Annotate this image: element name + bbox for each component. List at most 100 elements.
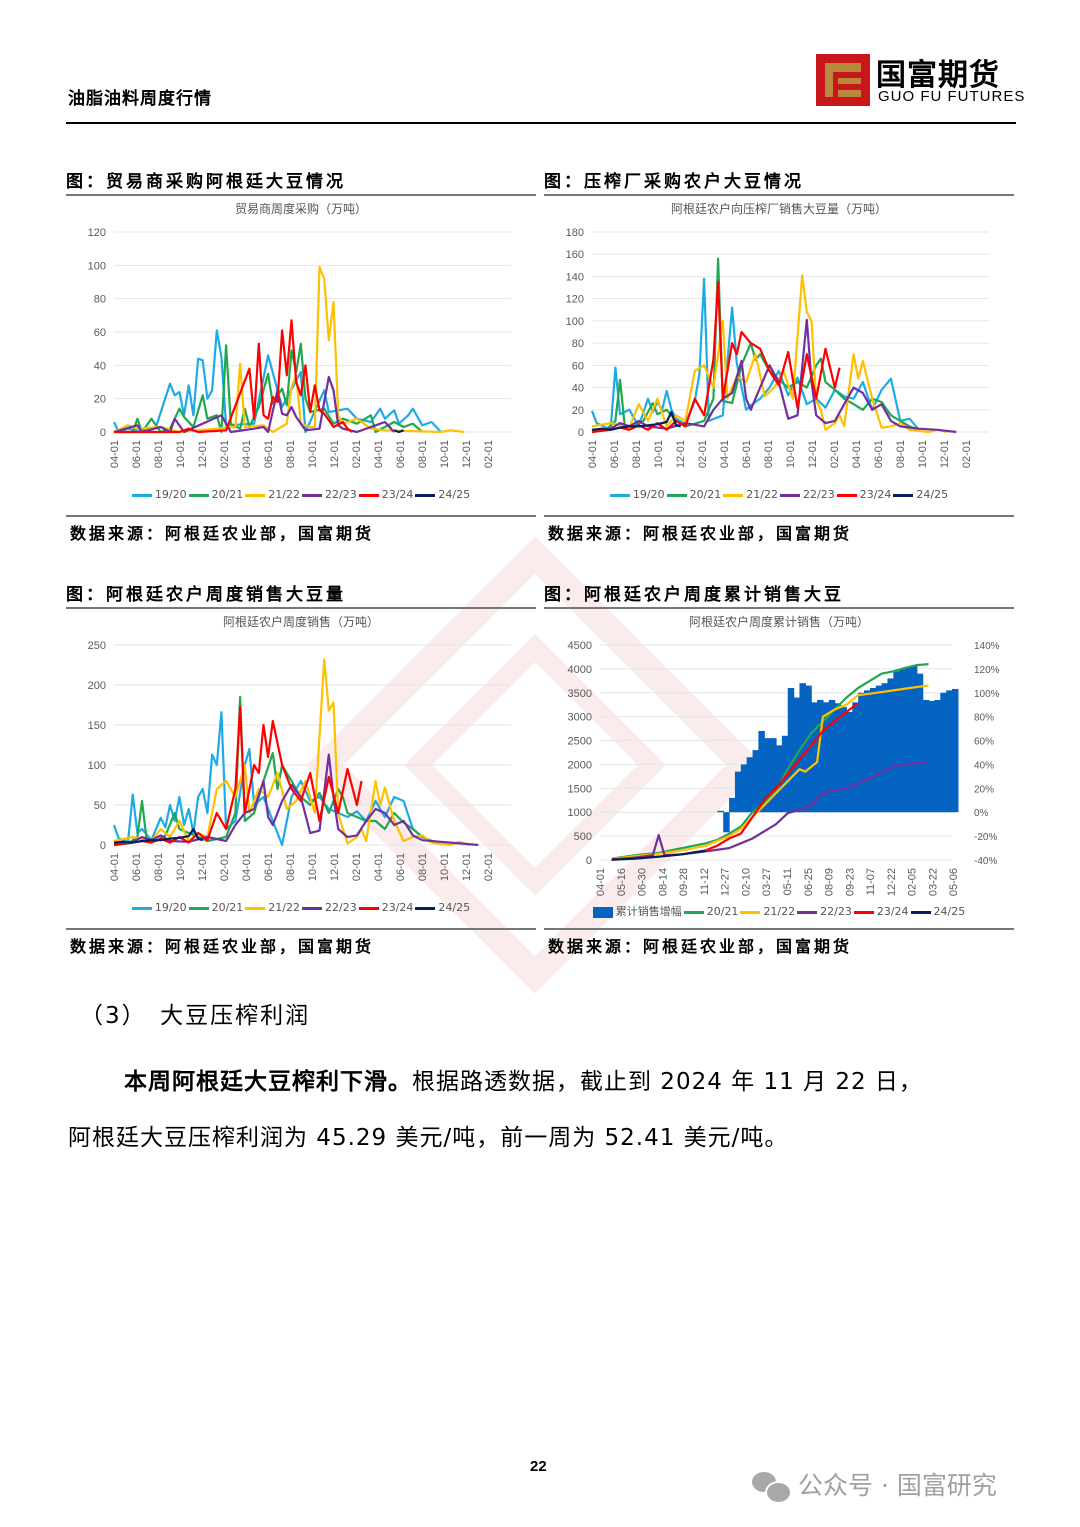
svg-text:1000: 1000 xyxy=(568,807,592,819)
svg-text:10-01: 10-01 xyxy=(175,440,187,468)
chart-title: 阿根廷农户周度累计销售（万吨） xyxy=(688,615,869,629)
svg-text:04-01: 04-01 xyxy=(109,853,121,881)
legend-swatch-icon xyxy=(245,493,266,497)
svg-text:-40%: -40% xyxy=(974,856,997,867)
legend-swatch-icon xyxy=(415,493,436,497)
legend-item: 20/21 xyxy=(666,488,721,501)
logo-english-name: GUO FU FUTURES xyxy=(878,88,1026,105)
chart-plot: 0 50 100 150 200 250 04-01 06-01 08-01 10-01 12-01… xyxy=(88,640,511,881)
svg-text:08-01: 08-01 xyxy=(417,853,429,881)
legend-swatch-icon xyxy=(910,910,931,914)
legend-label: 23/24 xyxy=(381,488,414,501)
legend-swatch-icon xyxy=(797,910,818,914)
legend-label: 24/25 xyxy=(438,488,471,501)
svg-text:200: 200 xyxy=(88,680,106,692)
svg-text:08-09: 08-09 xyxy=(824,868,836,896)
svg-text:180: 180 xyxy=(566,227,584,239)
series-line-23-24 xyxy=(591,280,841,434)
legend-label: 23/24 xyxy=(859,488,892,501)
chart-plot: 0 20 40 60 80 100 120 140 160 180 04-01 06-01 08-01 1… xyxy=(566,227,989,468)
series-line-19-20 xyxy=(112,711,442,847)
svg-text:06-30: 06-30 xyxy=(637,868,649,896)
legend-label: 22/23 xyxy=(325,901,357,914)
svg-text:12-01: 12-01 xyxy=(461,440,473,468)
svg-text:140%: 140% xyxy=(974,641,1000,652)
legend-label: 22/23 xyxy=(803,488,835,501)
legend-label: 24/25 xyxy=(933,905,966,918)
legend-item: 24/25 xyxy=(910,905,966,918)
svg-text:02-01: 02-01 xyxy=(219,853,231,881)
svg-text:02-01: 02-01 xyxy=(351,440,363,468)
svg-text:2000: 2000 xyxy=(568,759,592,771)
page-number: 22 xyxy=(530,1458,547,1475)
svg-text:4000: 4000 xyxy=(568,664,592,676)
svg-text:250: 250 xyxy=(88,640,106,652)
svg-text:06-01: 06-01 xyxy=(263,853,275,881)
legend-swatch-icon xyxy=(358,906,379,910)
svg-text:50: 50 xyxy=(94,800,106,812)
svg-text:80%: 80% xyxy=(974,713,994,724)
svg-text:02-01: 02-01 xyxy=(829,440,841,468)
svg-text:60%: 60% xyxy=(974,737,994,748)
svg-text:05-06: 05-06 xyxy=(948,868,960,896)
legend-label: 23/24 xyxy=(381,901,414,914)
svg-text:500: 500 xyxy=(574,831,592,843)
legend-item: 20/21 xyxy=(683,905,738,918)
svg-text:12-01: 12-01 xyxy=(197,853,209,881)
legend-label: 20/21 xyxy=(211,901,244,914)
svg-text:-20%: -20% xyxy=(974,832,997,843)
legend-item: 21/22 xyxy=(740,905,795,918)
svg-text:02-01: 02-01 xyxy=(483,440,495,468)
svg-text:03-22: 03-22 xyxy=(927,868,939,896)
svg-text:02-05: 02-05 xyxy=(907,868,919,896)
chart-legend: 19/20 20/21 21/22 22/23 23/24 24/25 xyxy=(66,488,536,501)
legend-label: 19/20 xyxy=(154,488,187,501)
svg-text:0: 0 xyxy=(100,840,106,852)
legend-label: 22/23 xyxy=(325,488,357,501)
paragraph-text: 根据路透数据，截止到 2024 年 11 月 22 日， xyxy=(412,1069,923,1095)
legend-swatch-icon xyxy=(358,493,379,497)
legend-swatch-icon xyxy=(683,910,704,914)
legend-item: 23/24 xyxy=(836,488,892,501)
svg-text:12-01: 12-01 xyxy=(329,440,341,468)
svg-text:40%: 40% xyxy=(974,760,994,771)
svg-text:05-11: 05-11 xyxy=(782,868,794,895)
svg-text:10-01: 10-01 xyxy=(785,440,797,468)
legend-swatch-icon xyxy=(723,493,744,497)
svg-text:12-01: 12-01 xyxy=(939,440,951,468)
svg-text:10-01: 10-01 xyxy=(439,440,451,468)
svg-text:08-01: 08-01 xyxy=(153,853,165,881)
svg-text:04-01: 04-01 xyxy=(241,853,253,881)
series-line-24-25 xyxy=(393,429,404,434)
svg-text:02-01: 02-01 xyxy=(483,853,495,881)
chart-legend: 累计销售增幅 20/21 21/22 22/23 23/24 24/25 xyxy=(544,903,1014,919)
svg-text:06-01: 06-01 xyxy=(131,853,143,881)
legend-item: 19/20 xyxy=(131,901,187,914)
series-line-22-23 xyxy=(113,753,479,847)
svg-text:0%: 0% xyxy=(974,808,989,819)
legend-swatch-icon xyxy=(853,910,874,914)
chart-legend: 19/20 20/21 21/22 22/23 23/24 24/25 xyxy=(66,901,536,914)
figure-title-rule xyxy=(544,194,1014,196)
source-rule xyxy=(66,928,536,930)
svg-text:12-27: 12-27 xyxy=(720,868,732,896)
svg-text:20: 20 xyxy=(572,405,584,417)
company-logo: 国富期货 GUO FU FUTURES xyxy=(816,52,1024,108)
legend-label: 21/22 xyxy=(268,901,300,914)
svg-text:10-01: 10-01 xyxy=(653,440,665,468)
svg-text:04-01: 04-01 xyxy=(851,440,863,468)
svg-text:08-01: 08-01 xyxy=(417,440,429,468)
data-source-note: 数据来源：阿根廷农业部，国富期货 xyxy=(70,937,375,956)
data-source-note: 数据来源：阿根廷农业部，国富期货 xyxy=(70,524,375,543)
legend-item: 20/21 xyxy=(188,488,243,501)
legend-label: 24/25 xyxy=(438,901,471,914)
legend-item: 21/22 xyxy=(723,488,778,501)
legend-item: 22/23 xyxy=(780,488,835,501)
legend-item: 22/23 xyxy=(302,488,357,501)
source-rule xyxy=(66,515,536,517)
svg-text:04-01: 04-01 xyxy=(595,868,607,896)
svg-text:05-16: 05-16 xyxy=(616,868,628,896)
svg-text:08-01: 08-01 xyxy=(285,853,297,881)
svg-text:80: 80 xyxy=(94,294,106,306)
legend-label: 累计销售增幅 xyxy=(615,905,682,918)
